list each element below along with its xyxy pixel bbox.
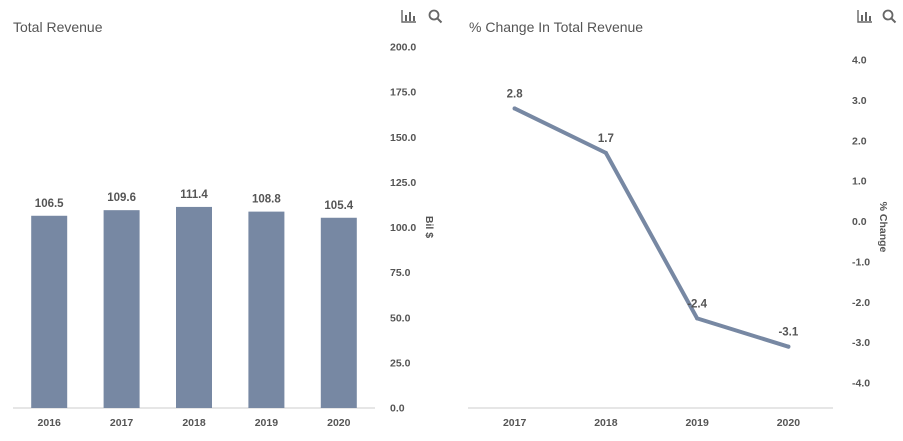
- data-point: [512, 106, 517, 111]
- y-tick-label: 175.0: [390, 87, 416, 99]
- bar: [31, 215, 68, 408]
- series-line: [512, 106, 791, 349]
- search-icon[interactable]: [427, 8, 445, 24]
- x-tick-label: 2018: [182, 417, 206, 429]
- bar: [248, 211, 285, 408]
- data-label: 106.5: [35, 198, 64, 210]
- x-tick-label: 2017: [503, 417, 527, 429]
- data-label: 108.8: [252, 194, 281, 206]
- revenue-bar-chart: 0.0 25.0 50.0 75.0 100.0 125.0 150.0 175.0 200.0…: [13, 42, 435, 429]
- y-tick-label: -3.0: [852, 337, 870, 349]
- data-point: [695, 316, 700, 321]
- bar-chart-icon[interactable]: [400, 8, 418, 24]
- y-tick-label: 75.0: [390, 267, 411, 279]
- y-axis-label: Bil $: [423, 216, 435, 238]
- y-tick-label: -1.0: [852, 256, 870, 268]
- x-tick-label: 2020: [777, 417, 801, 429]
- data-label: 1.7: [598, 133, 614, 145]
- y-tick-label: 4.0: [852, 55, 867, 67]
- y-tick-label: 2.0: [852, 135, 867, 147]
- y-tick-label: 125.0: [390, 177, 416, 189]
- bar: [103, 210, 140, 408]
- bar: [320, 217, 357, 408]
- x-tick-label: 2019: [255, 417, 279, 429]
- change-chart-title: % Change In Total Revenue: [469, 19, 644, 35]
- change-chart-panel: % Change In Total Revenue -4.0 -3.0 -2.0 -1…: [456, 0, 903, 441]
- x-tick-label: 2020: [327, 417, 351, 429]
- revenue-chart-panel: Total Revenue 0.0 25.0 50.0 75.0 100.0 125.0 1…: [13, 8, 445, 429]
- y-tick-label: 150.0: [390, 132, 416, 144]
- bar: [176, 206, 212, 408]
- bar-chart-icon[interactable]: [856, 8, 874, 24]
- y-tick-label: 3.0: [852, 95, 867, 107]
- data-point: [603, 150, 608, 155]
- x-tick-label: 2016: [38, 417, 62, 429]
- data-label: -3.1: [778, 327, 798, 339]
- data-label: 2.8: [507, 88, 524, 100]
- search-icon[interactable]: [881, 8, 899, 24]
- change-line-chart: -4.0 -3.0 -2.0 -1.0 0.0 1.0 2.0 3.0 4.0 % Change 2…: [468, 55, 889, 429]
- y-tick-label: 0.0: [390, 403, 405, 415]
- y-tick-label: 1.0: [852, 176, 867, 188]
- data-label: 105.4: [324, 200, 353, 212]
- y-tick-label: 25.0: [390, 357, 411, 369]
- y-tick-label: -4.0: [852, 378, 870, 390]
- revenue-chart-title: Total Revenue: [13, 19, 103, 35]
- data-label: -2.4: [687, 298, 707, 310]
- y-tick-label: 100.0: [390, 222, 416, 234]
- y-tick-label: -2.0: [852, 297, 870, 309]
- data-label: 111.4: [180, 189, 208, 201]
- data-label: 109.6: [107, 192, 136, 204]
- y-axis-label: % Change: [877, 202, 889, 253]
- y-tick-label: 0.0: [852, 216, 867, 228]
- x-tick-label: 2018: [594, 417, 618, 429]
- y-tick-label: 200.0: [390, 42, 416, 54]
- x-tick-label: 2017: [110, 417, 134, 429]
- data-point: [786, 344, 791, 349]
- x-tick-label: 2019: [685, 417, 709, 429]
- y-tick-label: 50.0: [390, 312, 411, 324]
